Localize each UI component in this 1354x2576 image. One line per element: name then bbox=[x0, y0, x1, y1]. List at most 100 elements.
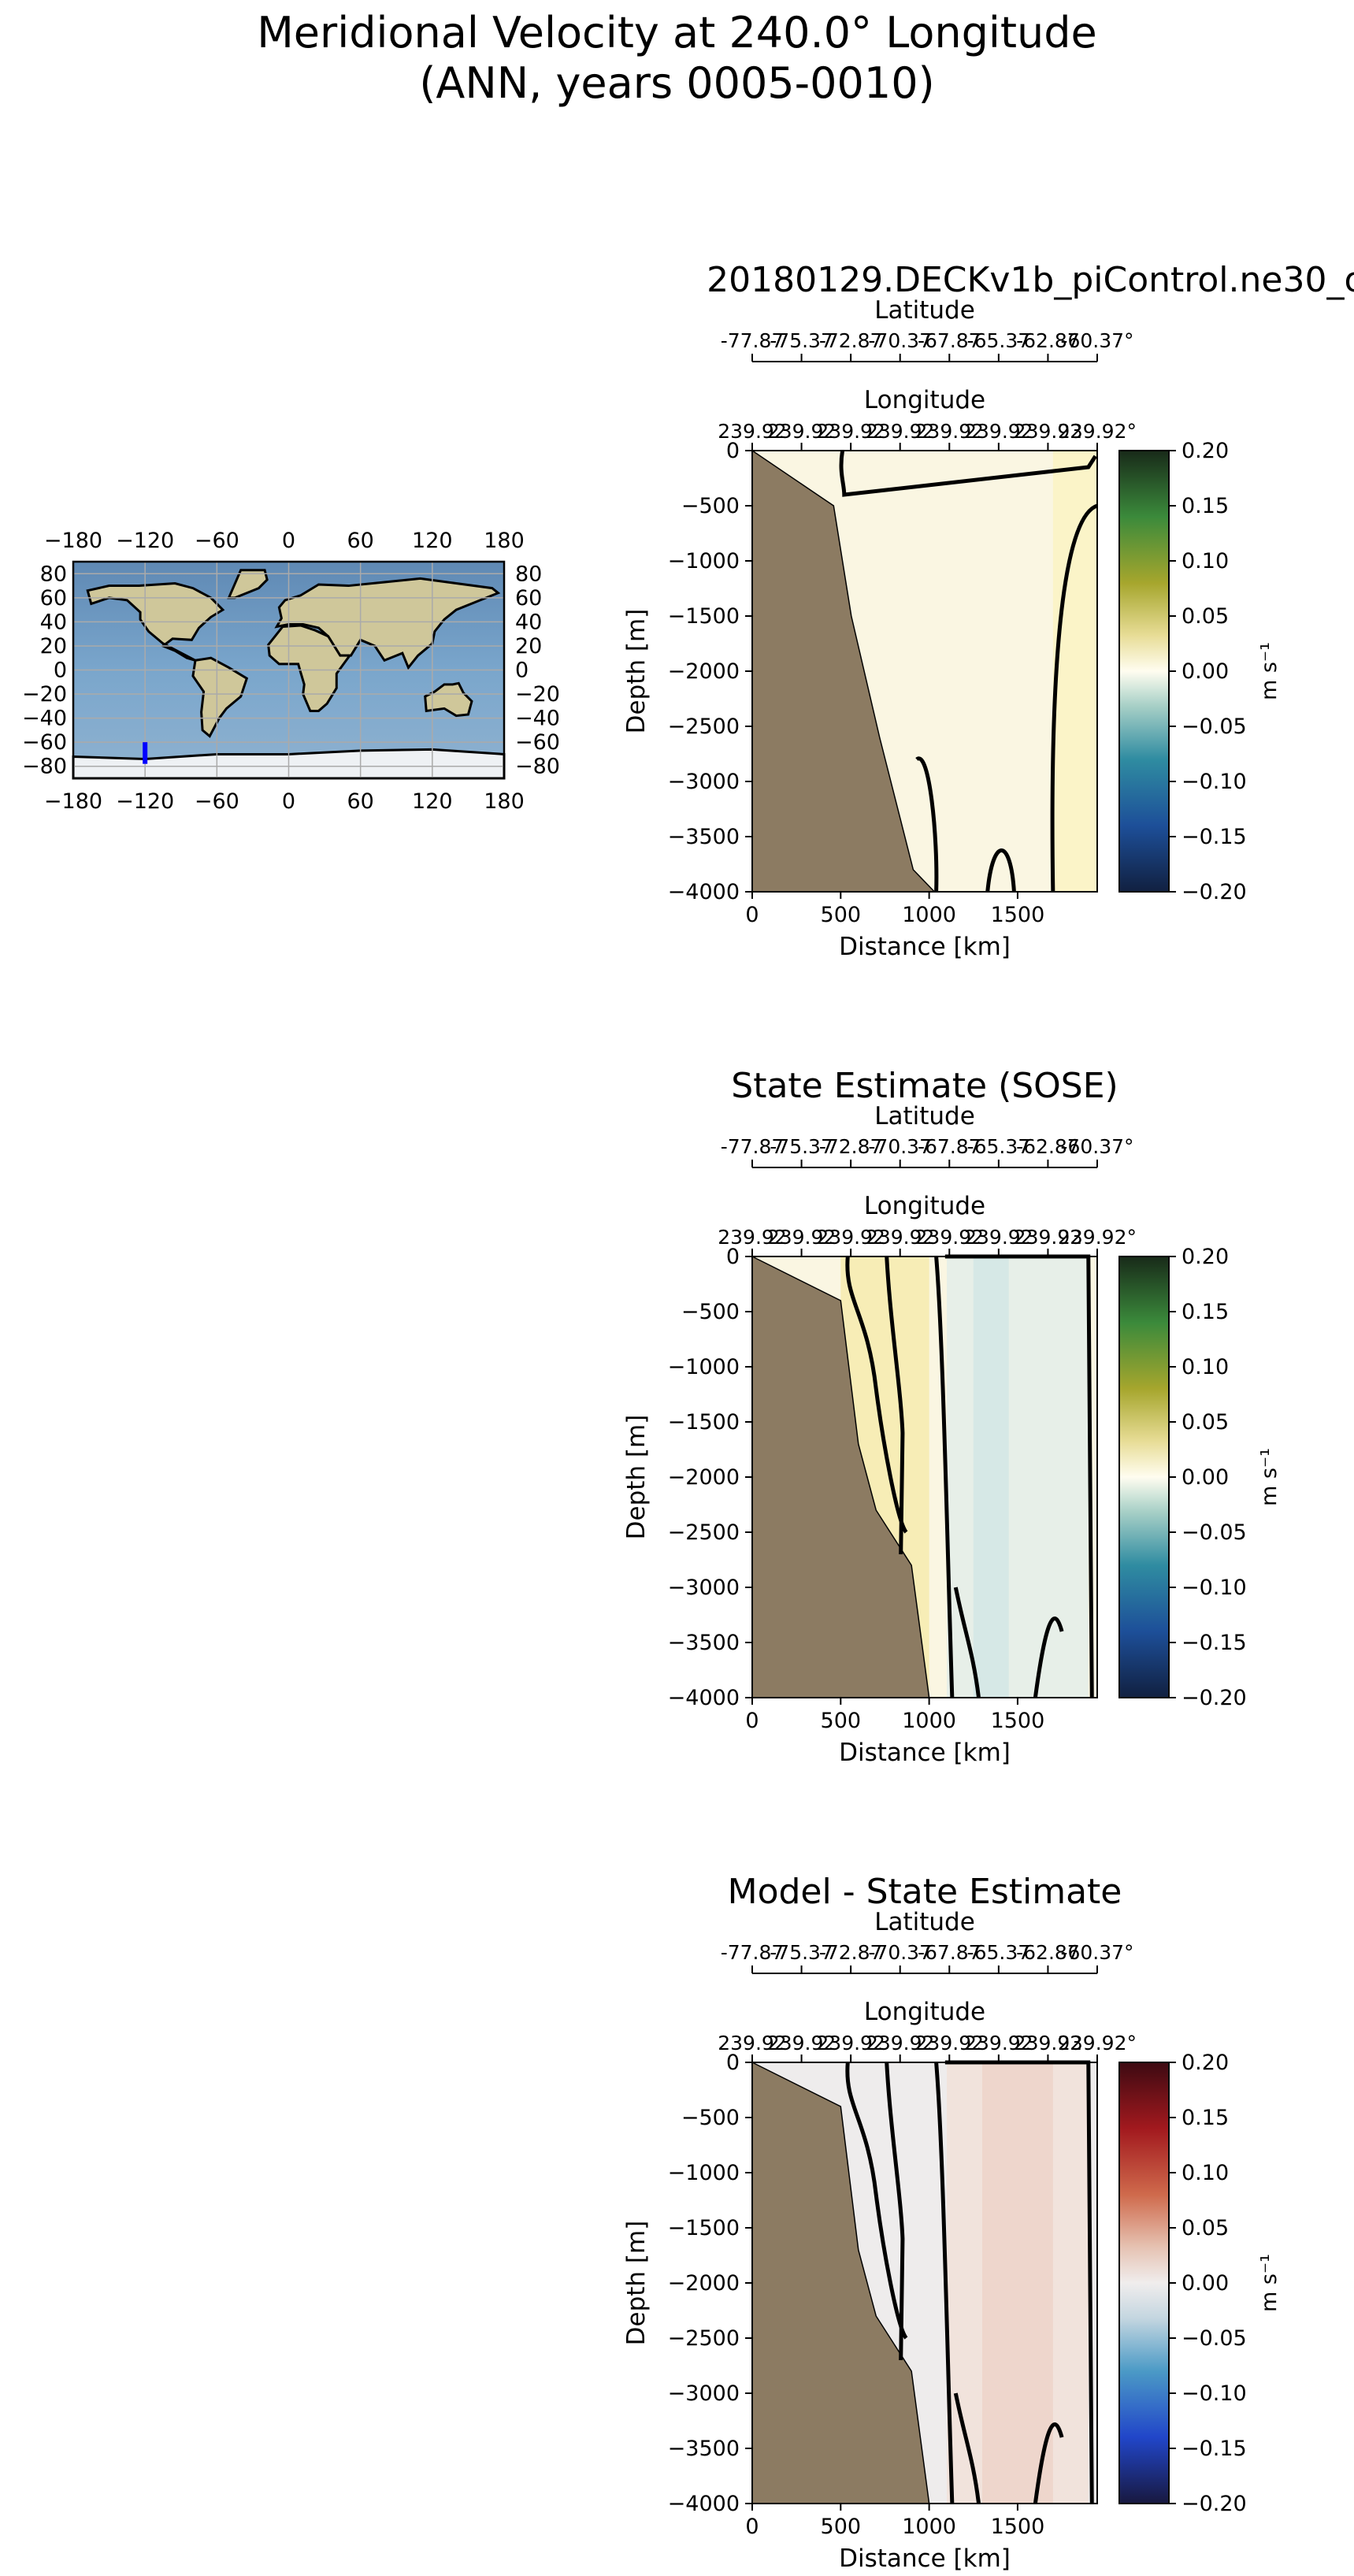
colorbar-tick-label: 0.20 bbox=[1182, 1245, 1229, 1269]
x-tick-label: 1000 bbox=[902, 1709, 956, 1733]
y-tick-label: −4000 bbox=[668, 1686, 740, 1710]
longitude-tick-label: 239.92 bbox=[718, 1226, 786, 1249]
map-lat-tick-left: −40 bbox=[22, 707, 67, 731]
y-tick-label: −1000 bbox=[668, 2161, 740, 2185]
map-lon-tick-top: 60 bbox=[347, 529, 373, 553]
map-lat-tick-left: 60 bbox=[40, 586, 67, 611]
colorbar-tick-label: 0.10 bbox=[1182, 1355, 1229, 1379]
latitude-tick-label: -72.87 bbox=[819, 329, 883, 352]
longitude-tick-label: 239.92 bbox=[718, 420, 786, 443]
colorbar-tick-label: 0.10 bbox=[1182, 2161, 1229, 2185]
colorbar-tick-label: −0.15 bbox=[1182, 1631, 1247, 1655]
map-lat-tick-right: −80 bbox=[515, 755, 560, 779]
zero-contour bbox=[985, 848, 1016, 893]
y-tick-label: −3000 bbox=[668, 770, 740, 794]
y-tick-label: −2000 bbox=[668, 659, 740, 684]
latitude-tick-label: -65.37 bbox=[967, 1941, 1031, 1964]
colorbar-label: m s⁻¹ bbox=[1257, 1448, 1282, 1506]
field-band bbox=[982, 2062, 1053, 2504]
longitude-tick-label: 239.92 bbox=[1014, 420, 1082, 443]
field-band bbox=[947, 1256, 1089, 1698]
latitude-tick-label: -75.37 bbox=[770, 329, 833, 352]
y-axis-label: Depth [m] bbox=[622, 2221, 651, 2346]
figure-title-line2: (ANN, years 0005-0010) bbox=[419, 58, 935, 108]
colorbar-tick-label: 0.05 bbox=[1182, 1410, 1229, 1435]
latitude-tick-label: -67.87 bbox=[918, 1135, 981, 1158]
x-tick-label: 500 bbox=[821, 1709, 862, 1733]
x-tick-label: 1500 bbox=[991, 2515, 1045, 2539]
colorbar-tick-label: 0.00 bbox=[1182, 2271, 1229, 2296]
y-tick-label: −2000 bbox=[668, 2271, 740, 2296]
y-tick-label: −1000 bbox=[668, 1355, 740, 1379]
colorbar-tick-label: 0.15 bbox=[1182, 494, 1229, 518]
colorbar-tick-label: −0.10 bbox=[1182, 770, 1247, 794]
field-band bbox=[973, 1256, 1009, 1698]
latitude-tick-label: -62.87 bbox=[1016, 1135, 1080, 1158]
latitude-tick-label: -62.87 bbox=[1016, 329, 1080, 352]
map-lat-tick-right: −60 bbox=[515, 730, 560, 755]
colorbar-tick-label: 0.05 bbox=[1182, 604, 1229, 629]
colorbar-label: m s⁻¹ bbox=[1257, 2254, 1282, 2312]
map-lon-tick-top: 0 bbox=[282, 529, 295, 553]
colorbar-tick-label: −0.15 bbox=[1182, 825, 1247, 849]
y-tick-label: −1500 bbox=[668, 604, 740, 629]
latitude-tick-label: -70.37 bbox=[868, 329, 932, 352]
latitude-tick-label: -77.87 bbox=[721, 329, 785, 352]
zero-contour bbox=[953, 1587, 981, 1698]
latitude-tick-label: -72.87 bbox=[819, 1941, 883, 1964]
y-tick-label: −1500 bbox=[668, 1410, 740, 1435]
y-tick-label: −3500 bbox=[668, 1631, 740, 1655]
map-lon-tick-bottom: 60 bbox=[347, 789, 373, 814]
y-axis-label: Depth [m] bbox=[622, 609, 651, 734]
y-tick-label: −2000 bbox=[668, 1465, 740, 1490]
zero-contour bbox=[1050, 503, 1098, 893]
map-lon-tick-bottom: −180 bbox=[44, 789, 102, 814]
longitude-tick-label: 239.92 bbox=[915, 420, 984, 443]
map-lat-tick-right: 60 bbox=[515, 586, 542, 611]
zero-contour bbox=[915, 756, 939, 893]
y-tick-label: −3500 bbox=[668, 825, 740, 849]
zero-contour bbox=[885, 2062, 905, 2361]
map-lat-tick-right: −20 bbox=[515, 682, 560, 707]
longitude-tick-label: 239.92 bbox=[866, 420, 934, 443]
latitude-tick-label: -65.37 bbox=[967, 329, 1031, 352]
y-tick-label: 0 bbox=[726, 1245, 740, 1269]
colorbar-tick-label: 0.00 bbox=[1182, 659, 1229, 684]
latitude-tick-label: -67.87 bbox=[918, 329, 981, 352]
map-lat-tick-left: −20 bbox=[22, 682, 67, 707]
latitude-tick-label: -75.37 bbox=[770, 1135, 833, 1158]
longitude-tick-label: 239.92 bbox=[767, 1226, 836, 1249]
zero-contour bbox=[845, 1256, 908, 1534]
map-frame bbox=[72, 560, 506, 780]
longitude-tick-label: 239.92 bbox=[816, 1226, 885, 1249]
latitude-tick-label: -60.37° bbox=[1060, 1941, 1133, 1964]
map-lon-tick-top: 180 bbox=[484, 529, 525, 553]
latitude-tick-label: -65.37 bbox=[967, 1135, 1031, 1158]
longitude-tick-label: 239.92 bbox=[964, 1226, 1033, 1249]
map-lon-tick-top: −60 bbox=[195, 529, 239, 553]
latitude-tick-label: -67.87 bbox=[918, 1941, 981, 1964]
map-lon-tick-bottom: −120 bbox=[116, 789, 174, 814]
zero-contour bbox=[934, 2062, 955, 2504]
x-tick-label: 500 bbox=[821, 2515, 862, 2539]
latitude-tick-label: -60.37° bbox=[1060, 1135, 1133, 1158]
y-tick-label: −500 bbox=[681, 1300, 740, 1324]
latitude-axis-label: Latitude bbox=[874, 296, 975, 325]
colorbar-tick-label: 0.15 bbox=[1182, 2106, 1229, 2130]
y-tick-label: −3500 bbox=[668, 2437, 740, 2461]
colorbar-tick-label: −0.15 bbox=[1182, 2437, 1247, 2461]
x-tick-label: 1000 bbox=[902, 2515, 956, 2539]
section-panel: 20180129.DECKv1b_piControl.ne30_oEC.edis… bbox=[622, 260, 1354, 961]
panel-title: State Estimate (SOSE) bbox=[731, 1066, 1118, 1106]
colorbar bbox=[1118, 450, 1170, 893]
y-tick-label: −4000 bbox=[668, 880, 740, 904]
y-axis-label: Depth [m] bbox=[622, 1415, 651, 1540]
colorbar-tick-label: −0.20 bbox=[1182, 1686, 1247, 1710]
panel-title: 20180129.DECKv1b_piControl.ne30_oEC.edis… bbox=[707, 260, 1354, 300]
map-lat-tick-left: 0 bbox=[54, 659, 67, 683]
longitude-tick-label: 239.92 bbox=[718, 2032, 786, 2054]
map-lon-tick-top: −120 bbox=[116, 529, 174, 553]
latitude-tick-label: -60.37° bbox=[1060, 329, 1133, 352]
longitude-tick-label: 239.92 bbox=[816, 420, 885, 443]
